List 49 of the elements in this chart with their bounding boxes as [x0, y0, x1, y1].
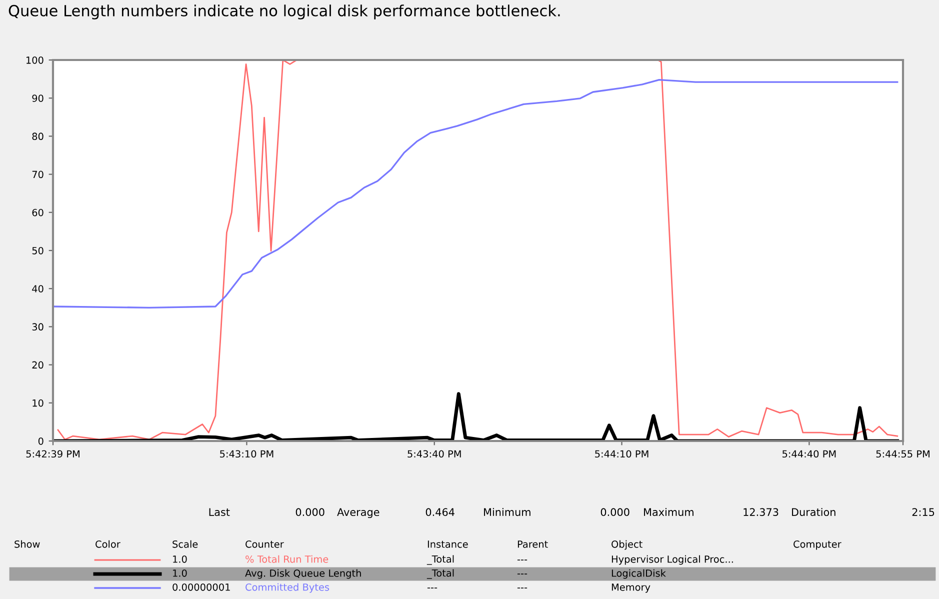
line-series	[53, 78, 898, 308]
y-tick-label: 80	[32, 132, 44, 140]
line-series	[53, 392, 900, 441]
text: Memory	[612, 584, 650, 593]
y-tick-label: 50	[32, 246, 44, 254]
text: 12.373	[744, 508, 778, 516]
text: _Total	[426, 569, 454, 579]
x-tick-label: 5:43:10 PM	[220, 450, 274, 458]
text: _Total	[426, 555, 454, 565]
y-tick-label: 10	[32, 399, 44, 407]
y-tick-label: 20	[32, 361, 44, 369]
text: 1.0	[173, 555, 187, 563]
y-tick-label: 90	[32, 94, 44, 102]
text: Minimum	[484, 508, 530, 516]
x-tick-label: 5:42:39 PM	[26, 450, 80, 458]
text: 0.00000001	[172, 583, 230, 591]
text: % Total Run Time	[246, 555, 328, 563]
y-tick-label: 100	[26, 56, 44, 64]
x-tick-label: 5:44:55 PM	[876, 450, 930, 458]
text: Average	[337, 508, 380, 518]
text: Parent	[518, 540, 548, 548]
y-tick-label: 40	[32, 285, 44, 292]
text: Avg. Disk Queue Length	[245, 569, 361, 579]
text: Duration	[792, 508, 836, 516]
text: 0.464	[426, 508, 454, 516]
text: Computer	[794, 540, 842, 550]
text: Scale	[172, 540, 198, 548]
text: Show	[14, 540, 40, 548]
text: Queue Length numbers indicate no logical disk performance bottleneck.	[8, 4, 560, 20]
text: Counter	[246, 540, 284, 548]
text: Hypervisor Logical Proc...	[612, 555, 733, 565]
text: Committed Bytes	[246, 583, 330, 593]
text: 0.000	[600, 508, 630, 516]
y-tick-label: 70	[32, 170, 44, 178]
text: Last	[209, 508, 230, 516]
text: Instance	[428, 540, 468, 548]
text: Color	[96, 540, 120, 548]
x-tick-label: 5:43:40 PM	[408, 450, 461, 458]
text: Object	[612, 540, 642, 550]
text: Maximum	[644, 508, 694, 516]
y-tick-label: 0	[38, 437, 44, 445]
text: 1.0	[173, 569, 187, 577]
y-tick-label: 60	[32, 208, 44, 216]
text: 2:15	[912, 508, 934, 516]
y-tick-label: 30	[32, 323, 44, 331]
x-tick-label: 5:44:40 PM	[782, 450, 836, 458]
text: LogicalDisk	[612, 569, 666, 579]
text: 0.000	[296, 508, 324, 516]
x-tick-label: 5:44:10 PM	[595, 450, 648, 458]
